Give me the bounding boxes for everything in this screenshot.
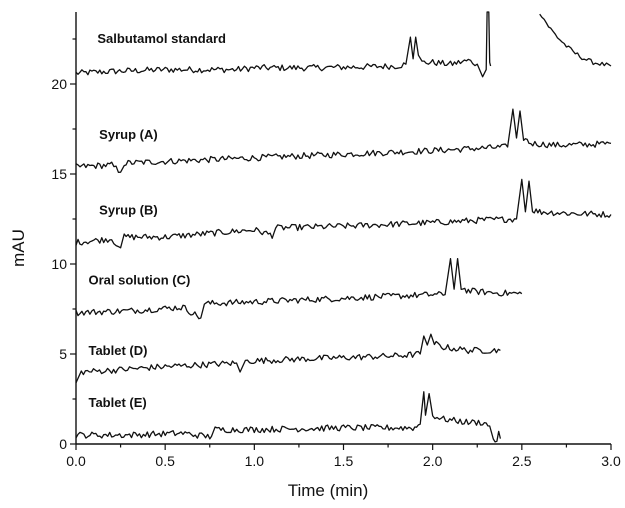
series-traces <box>75 11 612 443</box>
x-tick-label: 2.0 <box>423 453 443 469</box>
trace-2 <box>75 178 612 249</box>
series-labels: Salbutamol standard Syrup (A) Syrup (B) Ora… <box>88 31 226 410</box>
x-axis-title: Time (min) <box>288 481 369 500</box>
y-tick-label: 15 <box>51 166 67 182</box>
series-label-4: Tablet (D) <box>88 343 147 358</box>
y-tick-label: 10 <box>51 256 67 272</box>
trace-3 <box>75 257 523 320</box>
x-tick-label: 1.5 <box>334 453 354 469</box>
y-tick-label: 5 <box>59 346 67 362</box>
series-label-5: Tablet (E) <box>88 395 146 410</box>
series-label-2: Syrup (B) <box>99 202 158 217</box>
y-tick-label: 20 <box>51 76 67 92</box>
trace-0 <box>75 11 492 78</box>
series-label-1: Syrup (A) <box>99 127 158 142</box>
x-tick-label: 2.5 <box>512 453 532 469</box>
series-label-3: Oral solution (C) <box>88 273 190 288</box>
tick-labels: 0.0 0.5 1.0 1.5 2.0 2.5 3.0 0 5 10 15 20 <box>51 76 621 469</box>
x-tick-label: 3.0 <box>601 453 621 469</box>
x-tick-label: 1.0 <box>245 453 265 469</box>
x-tick-label: 0.5 <box>155 453 175 469</box>
y-axis-title: mAU <box>9 229 28 267</box>
trace-4 <box>75 333 501 384</box>
trace-0-tail <box>539 13 612 67</box>
trace-1 <box>75 108 612 173</box>
series-label-0: Salbutamol standard <box>97 31 226 46</box>
tick-marks <box>70 38 612 450</box>
x-tick-label: 0.0 <box>66 453 86 469</box>
y-tick-label: 0 <box>59 436 67 452</box>
trace-5 <box>75 391 502 443</box>
axes <box>75 12 611 445</box>
